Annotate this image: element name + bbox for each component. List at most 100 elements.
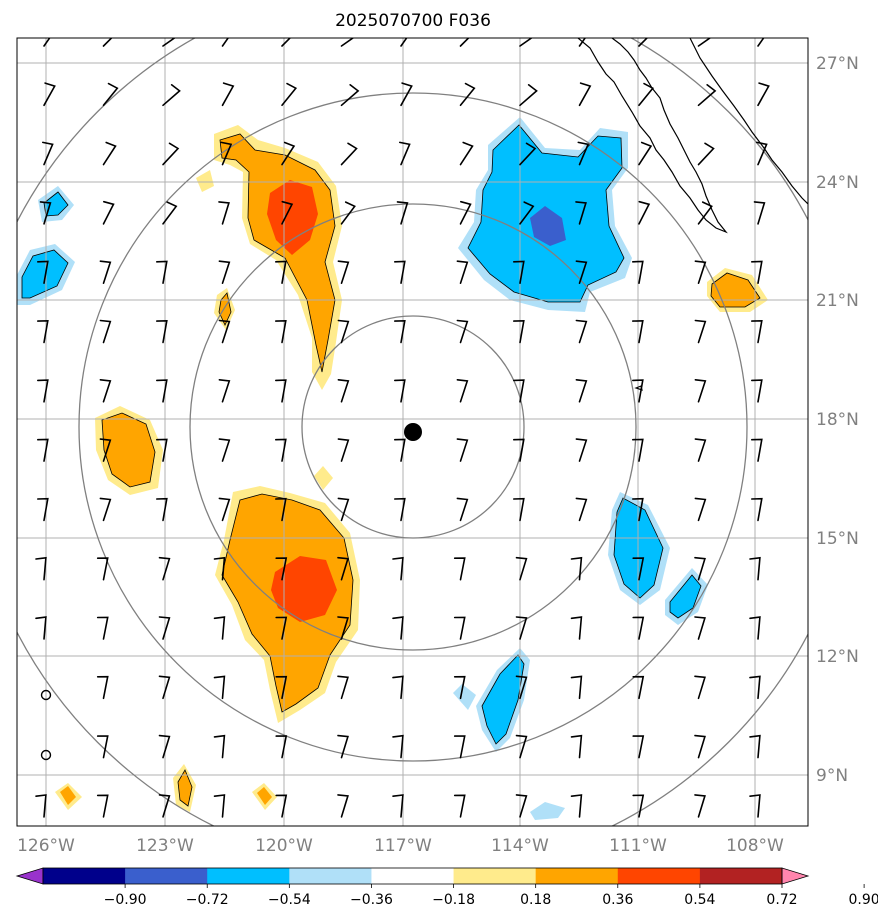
wind-barb (162, 142, 180, 166)
colorbar-bin (289, 868, 372, 884)
wind-barb (575, 260, 588, 284)
wind-barb (638, 200, 651, 225)
wind-barb (37, 319, 49, 344)
wind-barb (513, 497, 525, 522)
wind-barb (281, 200, 294, 225)
wind-barb (638, 38, 649, 47)
wind-barb (694, 616, 706, 640)
wind-barb (749, 675, 761, 700)
wind-barb (575, 438, 588, 462)
wind-barb (814, 261, 824, 283)
colorbar-tick-label: −0.54 (268, 892, 311, 908)
wind-barb (337, 556, 349, 581)
strong-negative-core (530, 206, 566, 246)
wind-barb (632, 319, 644, 344)
wind-barb (751, 319, 763, 344)
wind-barb (96, 794, 109, 818)
wind-barb (158, 556, 171, 581)
wind-barb (632, 735, 645, 759)
wind-barb (818, 25, 834, 46)
wind-barb (37, 438, 49, 462)
wind-barb (459, 200, 472, 225)
colorbar-extend-high (781, 867, 810, 885)
wind-barb (99, 379, 112, 403)
wind-barb (221, 82, 235, 107)
wind-barb (814, 439, 824, 461)
map-title: 2025070700 F036 (335, 11, 491, 31)
wind-barb (99, 497, 112, 522)
wind-barb (814, 321, 824, 343)
lat-label: 24°N (816, 173, 859, 193)
wind-barb (394, 379, 406, 403)
wind-barb (513, 379, 525, 403)
wind-barb (697, 38, 712, 47)
wind-barb (515, 675, 528, 700)
wind-barb (43, 38, 51, 47)
wind-barb (513, 260, 525, 284)
wind-barb (519, 38, 533, 47)
wind-barb (453, 675, 466, 700)
wind-barb (218, 438, 231, 462)
strong-positive-core (271, 556, 337, 622)
wind-barb (337, 438, 350, 462)
wind-barb (818, 84, 832, 106)
wind-barb (275, 319, 287, 344)
wind-barb (340, 38, 355, 47)
wind-barb (218, 497, 231, 522)
wind-barb (96, 616, 109, 640)
lat-label: 12°N (816, 647, 859, 667)
wind-barb (757, 38, 765, 47)
wind-barb (456, 379, 469, 403)
lat-label: 18°N (816, 410, 859, 430)
wind-barb (392, 616, 404, 640)
lat-label: 21°N (816, 291, 859, 311)
wind-barb (156, 497, 168, 522)
range-rings (17, 38, 808, 826)
colorbar-tick-label: 0.18 (520, 892, 551, 908)
wind-barb (213, 556, 226, 581)
colorbar-tick-label: −0.36 (350, 892, 393, 908)
wind-barb (340, 84, 360, 107)
negative-anomaly-region (44, 192, 68, 216)
wind-barb (456, 319, 469, 344)
wind-barb (694, 734, 706, 759)
wind-barb (394, 260, 406, 284)
wind-barb (37, 497, 49, 522)
wind-barb (513, 319, 525, 344)
wind-barb (337, 734, 349, 759)
wind-barb (459, 141, 474, 166)
wind-barb (519, 84, 538, 107)
wind-barb (400, 82, 413, 107)
wind-barb (218, 201, 230, 225)
wind-barb (818, 143, 830, 165)
colorbar-tick-label: 0.36 (602, 892, 633, 908)
wind-barb (575, 319, 588, 344)
colorbar-bin (125, 868, 208, 884)
wind-barb (337, 379, 350, 403)
lon-label: 117°W (374, 836, 432, 856)
wind-barb (275, 438, 287, 462)
wind-barb (337, 616, 349, 640)
wind-barb (694, 497, 707, 522)
wind-barb (275, 675, 288, 700)
wind-barb (102, 141, 117, 166)
wind-barb (694, 319, 707, 344)
wind-barb (697, 201, 713, 225)
wind-barbs (35, 25, 834, 818)
wind-barb (456, 438, 469, 462)
wind-barb (578, 38, 587, 47)
colorbar-bin (699, 868, 783, 884)
positive-anomaly-region (314, 466, 333, 490)
wind-barb (632, 497, 644, 522)
wind-barb (218, 319, 231, 344)
calm-wind-marker (40, 689, 52, 701)
wind-barb (456, 497, 469, 522)
wind-barb (96, 675, 109, 700)
wind-barb (751, 379, 763, 403)
wind-barb (394, 497, 406, 522)
wind-barb (96, 735, 109, 759)
wind-barb (515, 794, 528, 818)
wind-barb (337, 675, 349, 700)
wind-barb (632, 379, 644, 403)
